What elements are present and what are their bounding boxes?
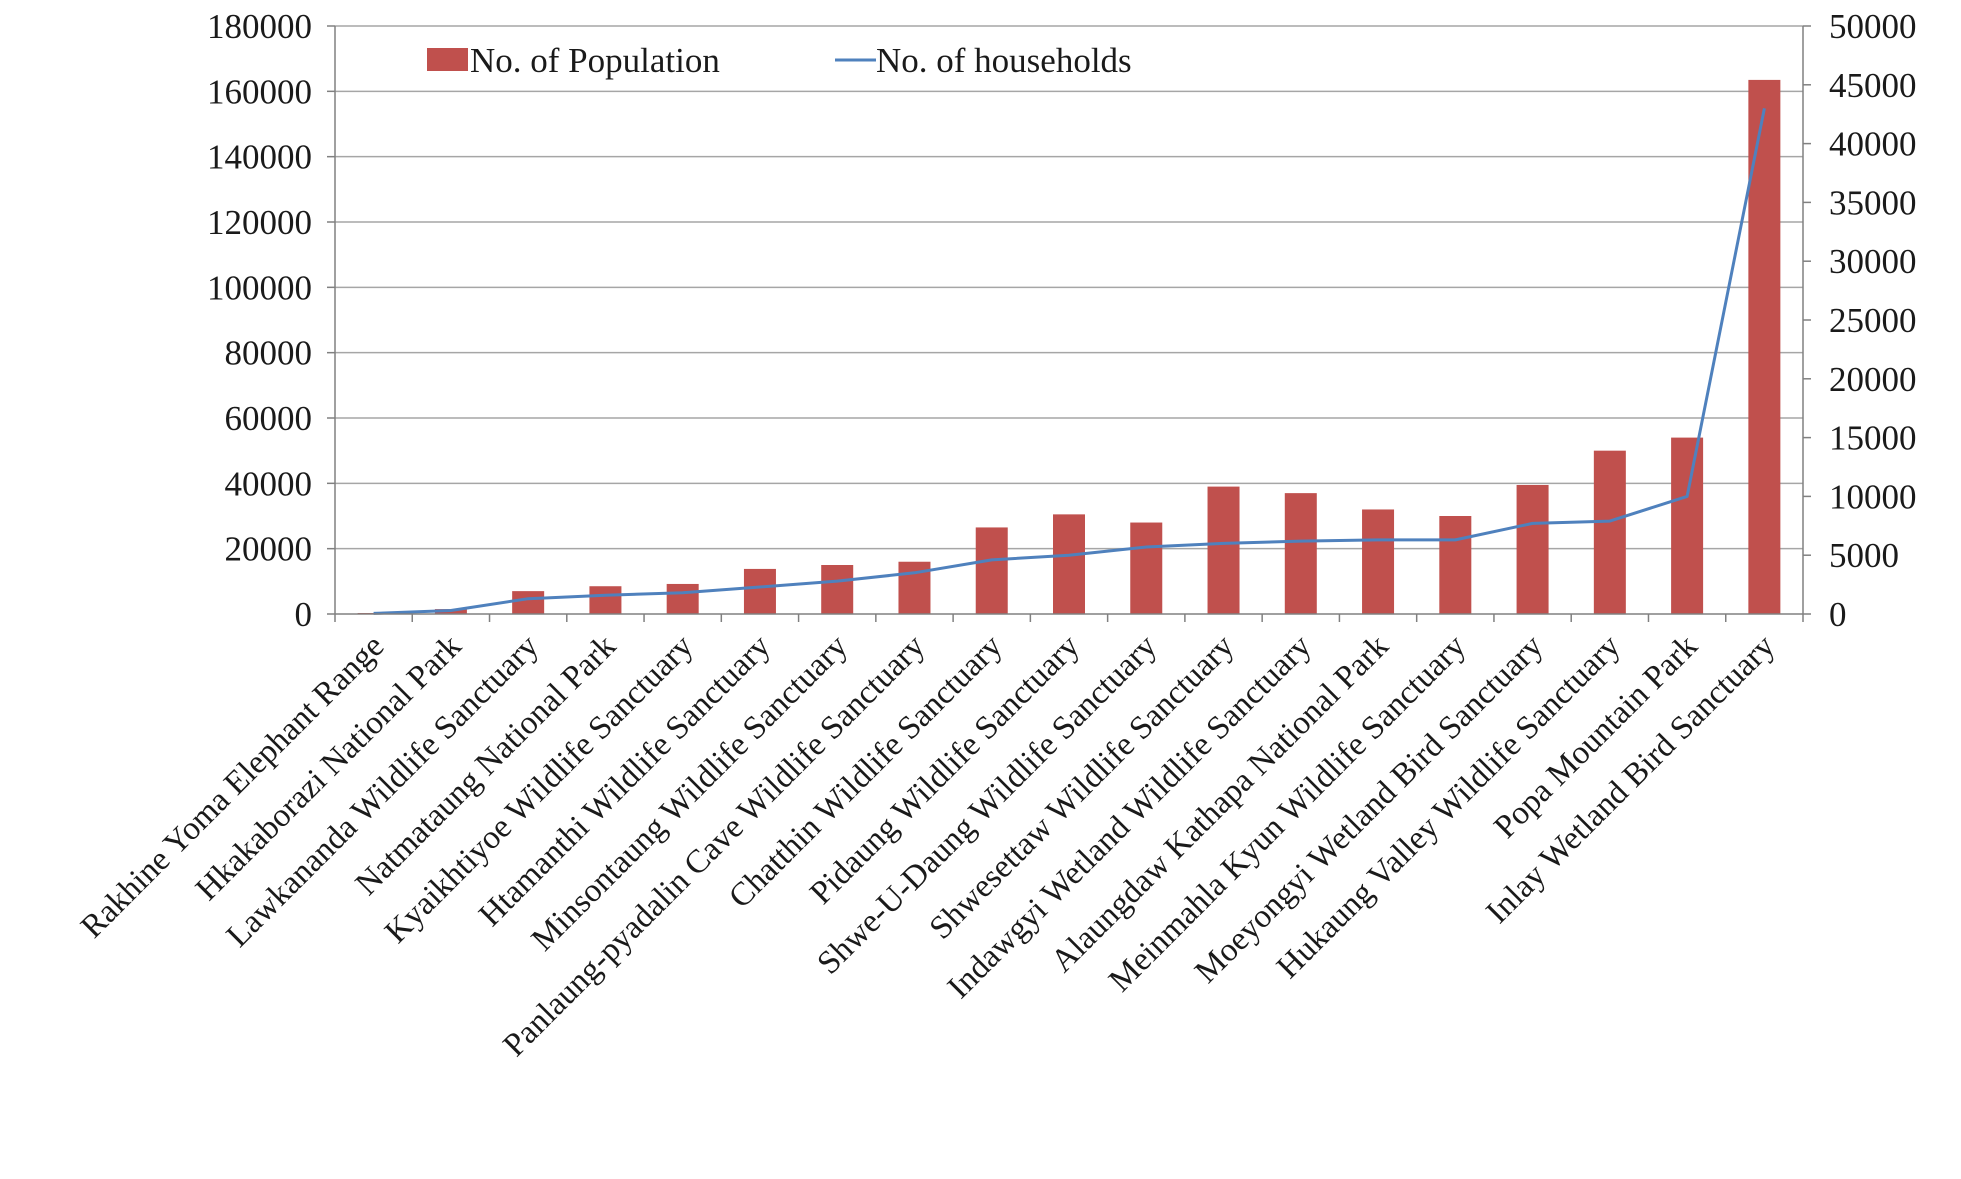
right-tick-label: 30000 — [1829, 242, 1917, 281]
population-bar — [1362, 509, 1395, 614]
right-tick-label: 40000 — [1829, 125, 1917, 164]
legend-population-swatch — [427, 48, 468, 71]
population-bars — [357, 79, 1781, 614]
right-tick-label: 5000 — [1829, 536, 1899, 575]
population-bar — [1671, 437, 1704, 614]
axes — [327, 25, 1811, 622]
left-tick-label: 140000 — [207, 138, 312, 177]
right-tick-label: 50000 — [1829, 7, 1917, 46]
population-bar — [589, 586, 622, 614]
legend-households-label: No. of households — [876, 41, 1132, 80]
population-bar — [666, 583, 699, 614]
left-tick-label: 80000 — [225, 334, 313, 373]
population-bar — [1130, 522, 1163, 614]
population-bar — [1516, 484, 1549, 614]
left-tick-label: 40000 — [225, 464, 313, 503]
right-tick-label: 10000 — [1829, 477, 1917, 516]
left-tick-label: 120000 — [207, 203, 312, 242]
legend-population-label: No. of Population — [470, 41, 720, 80]
right-tick-label: 35000 — [1829, 183, 1917, 222]
right-tick-label: 25000 — [1829, 301, 1917, 340]
population-bar — [743, 568, 776, 614]
left-tick-label: 0 — [295, 595, 313, 634]
households-line — [373, 108, 1766, 615]
population-bar — [1439, 516, 1472, 614]
gridlines — [335, 25, 1803, 550]
left-tick-label: 180000 — [207, 7, 312, 46]
left-tick-label: 100000 — [207, 268, 312, 307]
category-label: Rakhine Yoma Elephant Range — [74, 628, 391, 945]
left-tick-label: 20000 — [225, 530, 313, 569]
right-tick-label: 15000 — [1829, 419, 1917, 458]
population-bar — [1207, 486, 1240, 614]
population-bar — [821, 565, 854, 614]
left-tick-label: 60000 — [225, 399, 313, 438]
population-bar — [1053, 514, 1085, 614]
legend: No. of Population No. of households — [427, 41, 1132, 80]
right-tick-label: 20000 — [1829, 360, 1917, 399]
left-tick-label: 160000 — [207, 72, 312, 111]
households-series-line — [373, 108, 1766, 615]
population-bar — [1593, 450, 1626, 614]
population-bar — [1284, 493, 1317, 614]
population-bar — [975, 527, 1008, 614]
right-tick-label: 45000 — [1829, 66, 1917, 105]
right-axis-ticks: 0 5000 10000 15000 20000 25000 30000 35000 40000… — [1829, 7, 1917, 634]
left-axis-ticks: 0 20000 40000 60000 80000 100000 120000 140000 1… — [207, 7, 312, 634]
population-bar — [512, 591, 545, 614]
right-tick-label: 0 — [1829, 595, 1847, 634]
